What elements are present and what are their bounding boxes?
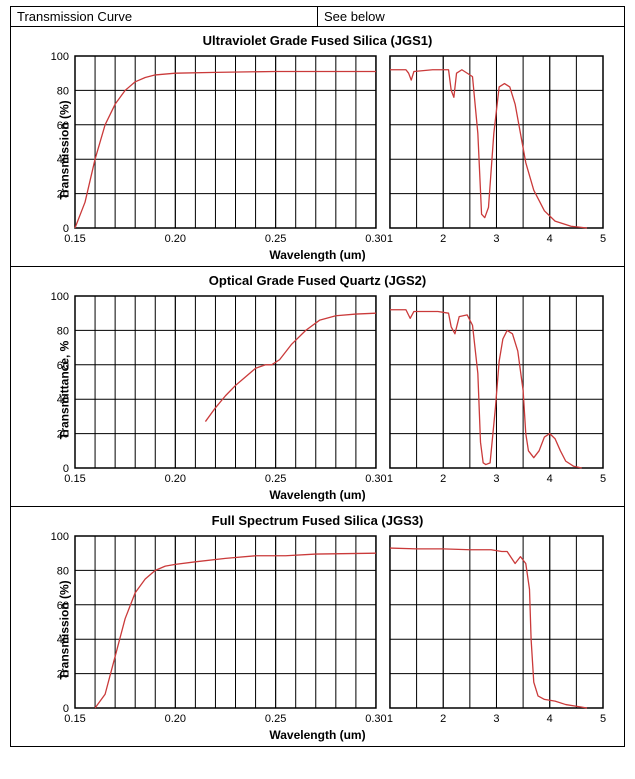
svg-text:4: 4 (547, 473, 553, 485)
svg-text:0.25: 0.25 (265, 473, 286, 485)
x-axis-label: Wavelength (um) (13, 728, 622, 742)
svg-text:2: 2 (440, 473, 446, 485)
svg-text:5: 5 (600, 713, 606, 725)
svg-text:100: 100 (51, 531, 69, 543)
x-axis-label: Wavelength (um) (13, 248, 622, 262)
svg-text:3: 3 (493, 713, 499, 725)
svg-text:0.25: 0.25 (265, 713, 286, 725)
chart-wrap-jgs3: Transmission (%) 0.150.200.250.300204060… (13, 530, 622, 730)
chart-wrap-jgs2: Transmittance, % 0.150.200.250.300204060… (13, 290, 622, 490)
svg-text:2: 2 (440, 233, 446, 245)
svg-text:100: 100 (51, 291, 69, 303)
y-axis-label: Transmission (%) (58, 100, 72, 199)
svg-text:80: 80 (57, 565, 69, 577)
svg-text:0.20: 0.20 (165, 233, 186, 245)
svg-text:4: 4 (547, 713, 553, 725)
svg-text:0: 0 (63, 463, 69, 475)
header-right: See below (318, 7, 625, 27)
y-axis-label: Transmittance, % (57, 341, 71, 440)
chart-cell-jgs1: Ultraviolet Grade Fused Silica (JGS1) Tr… (11, 27, 625, 267)
chart-wrap-jgs1: Transmission (%) 0.150.200.250.300204060… (13, 50, 622, 250)
chart-title: Ultraviolet Grade Fused Silica (JGS1) (13, 33, 622, 48)
svg-text:0.30: 0.30 (365, 473, 386, 485)
svg-text:0.25: 0.25 (265, 233, 286, 245)
svg-text:1: 1 (387, 473, 393, 485)
transmission-table: Transmission Curve See below Ultraviolet… (10, 6, 625, 747)
chart-svg-jgs2: 0.150.200.250.3002040608010012345 (13, 290, 613, 490)
chart-cell-jgs3: Full Spectrum Fused Silica (JGS3) Transm… (11, 507, 625, 747)
svg-text:0: 0 (63, 223, 69, 235)
svg-text:0.30: 0.30 (365, 233, 386, 245)
svg-text:3: 3 (493, 233, 499, 245)
svg-text:0: 0 (63, 703, 69, 715)
x-axis-label: Wavelength (um) (13, 488, 622, 502)
chart-svg-jgs1: 0.150.200.250.3002040608010012345 (13, 50, 613, 250)
svg-text:1: 1 (387, 233, 393, 245)
chart-cell-jgs2: Optical Grade Fused Quartz (JGS2) Transm… (11, 267, 625, 507)
chart-title: Full Spectrum Fused Silica (JGS3) (13, 513, 622, 528)
svg-text:0.20: 0.20 (165, 473, 186, 485)
svg-text:100: 100 (51, 51, 69, 63)
svg-text:5: 5 (600, 473, 606, 485)
svg-text:0.20: 0.20 (165, 713, 186, 725)
header-row: Transmission Curve See below (11, 7, 625, 27)
svg-text:80: 80 (57, 325, 69, 337)
svg-text:5: 5 (600, 233, 606, 245)
svg-text:4: 4 (547, 233, 553, 245)
svg-text:3: 3 (493, 473, 499, 485)
y-axis-label: Transmission (%) (58, 580, 72, 679)
chart-svg-jgs3: 0.150.200.250.3002040608010012345 (13, 530, 613, 730)
svg-text:2: 2 (440, 713, 446, 725)
svg-text:1: 1 (387, 713, 393, 725)
chart-title: Optical Grade Fused Quartz (JGS2) (13, 273, 622, 288)
svg-text:80: 80 (57, 85, 69, 97)
header-left: Transmission Curve (11, 7, 318, 27)
svg-text:0.30: 0.30 (365, 713, 386, 725)
